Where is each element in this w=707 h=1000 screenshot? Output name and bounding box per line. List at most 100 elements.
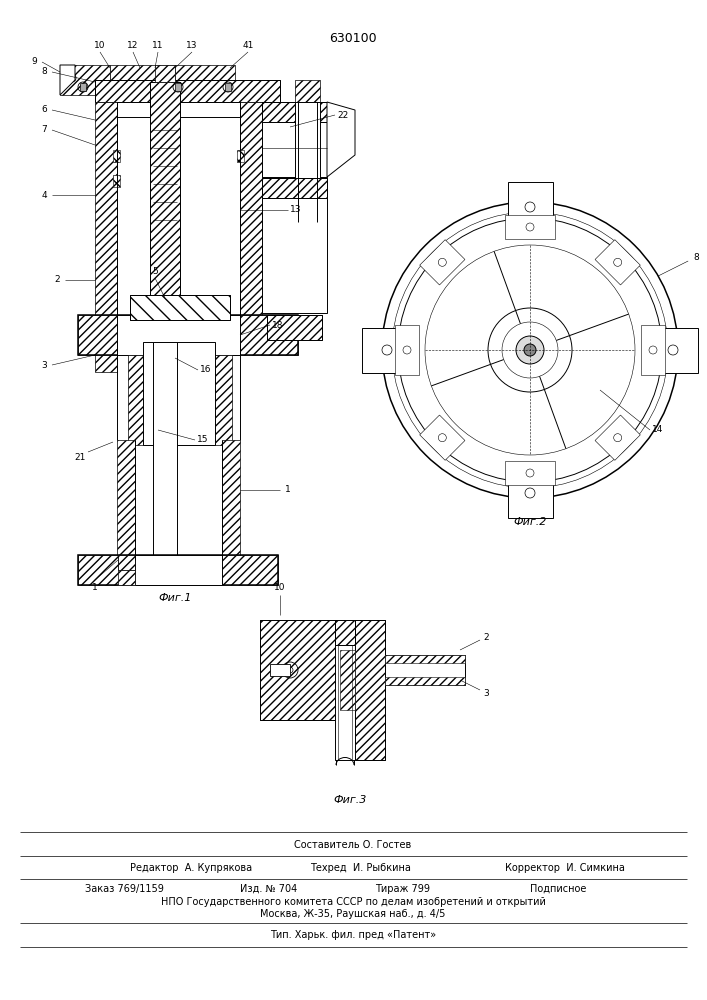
Text: НПО Государственного комитета СССР по делам изобретений и открытий: НПО Государственного комитета СССР по де… bbox=[160, 897, 545, 907]
Circle shape bbox=[524, 344, 536, 356]
Bar bbox=[355, 620, 385, 760]
Bar bbox=[260, 620, 335, 720]
Polygon shape bbox=[595, 240, 641, 285]
Text: 8: 8 bbox=[694, 253, 699, 262]
Text: 10: 10 bbox=[274, 584, 286, 592]
Text: 15: 15 bbox=[197, 436, 209, 444]
Text: Фиг.1: Фиг.1 bbox=[158, 593, 192, 603]
Text: Фиг.3: Фиг.3 bbox=[333, 795, 367, 805]
Bar bbox=[130, 295, 230, 320]
Text: 22: 22 bbox=[337, 110, 349, 119]
Text: Техред  И. Рыбкина: Техред И. Рыбкина bbox=[310, 863, 411, 873]
Text: Москва, Ж-35, Раушская наб., д. 4/5: Москва, Ж-35, Раушская наб., д. 4/5 bbox=[260, 909, 445, 919]
Bar bbox=[153, 342, 177, 562]
Bar bbox=[143, 342, 215, 445]
Text: Корректор  И. Симкина: Корректор И. Симкина bbox=[505, 863, 625, 873]
Bar bbox=[335, 645, 355, 760]
Text: Заказ 769/1159: Заказ 769/1159 bbox=[85, 884, 164, 894]
Bar bbox=[110, 65, 175, 80]
Text: 4: 4 bbox=[41, 190, 47, 200]
Bar bbox=[118, 570, 135, 585]
Text: 13: 13 bbox=[186, 40, 198, 49]
Bar bbox=[262, 178, 327, 198]
Bar bbox=[117, 102, 240, 117]
Bar bbox=[385, 655, 465, 685]
Polygon shape bbox=[641, 325, 665, 375]
Bar bbox=[128, 355, 143, 445]
Text: 9: 9 bbox=[31, 57, 37, 66]
Text: 3: 3 bbox=[483, 688, 489, 698]
Bar bbox=[385, 655, 465, 663]
Text: 14: 14 bbox=[653, 426, 664, 434]
Bar bbox=[237, 150, 244, 162]
Bar bbox=[113, 150, 120, 162]
Text: Редактор  А. Купрякова: Редактор А. Купрякова bbox=[130, 863, 252, 873]
Text: 1: 1 bbox=[285, 486, 291, 494]
Text: 12: 12 bbox=[127, 40, 139, 49]
Bar bbox=[78, 315, 298, 355]
Bar bbox=[267, 315, 322, 340]
Bar bbox=[95, 80, 280, 102]
Text: 21: 21 bbox=[74, 452, 86, 462]
Bar bbox=[150, 82, 180, 342]
Bar bbox=[95, 102, 117, 372]
Polygon shape bbox=[60, 65, 75, 95]
Bar bbox=[267, 315, 322, 340]
Bar bbox=[222, 440, 240, 560]
Bar bbox=[155, 65, 175, 82]
Polygon shape bbox=[508, 468, 552, 518]
Text: 18: 18 bbox=[272, 320, 284, 330]
Polygon shape bbox=[508, 182, 552, 232]
Polygon shape bbox=[395, 325, 419, 375]
Polygon shape bbox=[420, 415, 465, 460]
Text: Составитель О. Гостев: Составитель О. Гостев bbox=[294, 840, 411, 850]
Text: 2: 2 bbox=[483, 633, 489, 642]
Text: 630100: 630100 bbox=[329, 31, 377, 44]
Bar bbox=[295, 102, 320, 222]
Bar bbox=[118, 555, 135, 570]
Polygon shape bbox=[327, 102, 355, 177]
Text: Изд. № 704: Изд. № 704 bbox=[240, 884, 297, 894]
Text: Тираж 799: Тираж 799 bbox=[375, 884, 430, 894]
Bar bbox=[262, 122, 327, 177]
Bar bbox=[117, 440, 135, 560]
Bar bbox=[150, 82, 180, 342]
Polygon shape bbox=[420, 240, 465, 285]
Bar bbox=[335, 620, 355, 645]
Text: Тип. Харьк. фил. пред «Патент»: Тип. Харьк. фил. пред «Патент» bbox=[270, 930, 436, 940]
Text: Фиг.2: Фиг.2 bbox=[513, 517, 547, 527]
Bar bbox=[385, 677, 465, 685]
Text: 41: 41 bbox=[243, 40, 254, 49]
Text: 11: 11 bbox=[152, 40, 164, 49]
Bar bbox=[262, 178, 327, 198]
Bar bbox=[175, 65, 235, 80]
Bar bbox=[355, 620, 385, 760]
Polygon shape bbox=[362, 328, 412, 372]
Bar bbox=[80, 83, 86, 91]
Bar bbox=[225, 83, 231, 91]
Bar bbox=[118, 555, 135, 570]
Bar bbox=[175, 83, 181, 91]
Text: Подписное: Подписное bbox=[530, 884, 586, 894]
Text: 10: 10 bbox=[94, 40, 106, 49]
Text: 3: 3 bbox=[41, 360, 47, 369]
Bar bbox=[335, 620, 355, 645]
Text: 16: 16 bbox=[200, 365, 212, 374]
Bar bbox=[262, 198, 327, 313]
Bar bbox=[95, 80, 280, 102]
Polygon shape bbox=[505, 215, 555, 239]
Bar bbox=[215, 355, 232, 445]
Bar bbox=[270, 664, 290, 676]
Bar bbox=[113, 175, 120, 187]
Polygon shape bbox=[595, 415, 641, 460]
Text: 2: 2 bbox=[54, 275, 60, 284]
Polygon shape bbox=[648, 328, 698, 372]
Bar bbox=[78, 555, 278, 585]
Circle shape bbox=[516, 336, 544, 364]
Bar bbox=[260, 620, 335, 720]
Bar bbox=[295, 80, 320, 102]
Bar bbox=[262, 102, 327, 122]
Bar bbox=[135, 555, 222, 585]
Bar bbox=[78, 555, 278, 585]
Text: 13: 13 bbox=[291, 206, 302, 215]
